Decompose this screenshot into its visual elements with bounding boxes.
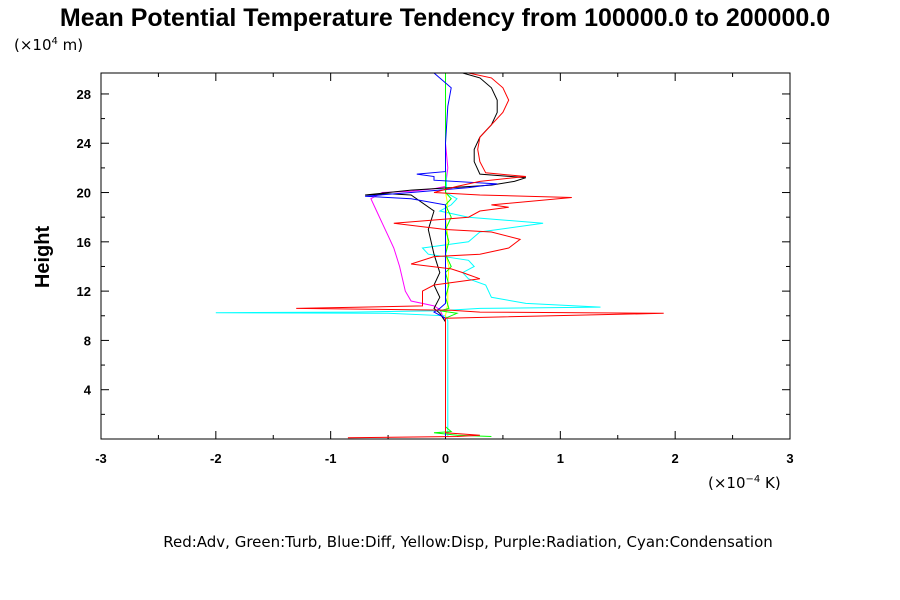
series-line-4 xyxy=(365,72,527,437)
series-line-1 xyxy=(215,73,601,437)
x-tick-label: -3 xyxy=(95,451,107,466)
x-tick-label: 2 xyxy=(672,451,679,466)
y-scale-exponent: 4 xyxy=(52,36,58,47)
y-tick-label: 24 xyxy=(77,136,92,151)
y-axis-label: Height xyxy=(32,226,54,289)
x-scale-label: (×10−4 K) xyxy=(708,474,781,492)
x-scale-exponent: −4 xyxy=(746,474,761,485)
y-tick-label: 12 xyxy=(77,284,91,299)
chart-title: Mean Potential Temperature Tendency from… xyxy=(60,4,830,32)
y-scale-suffix: m) xyxy=(58,36,83,54)
y-scale-prefix: (×10 xyxy=(14,36,52,54)
x-tick-label: -1 xyxy=(325,451,337,466)
x-tick-label: 3 xyxy=(786,451,793,466)
series-line-6 xyxy=(296,72,664,439)
x-scale-suffix: K) xyxy=(760,474,780,492)
y-tick-label: 28 xyxy=(77,87,91,102)
y-tick-label: 16 xyxy=(77,235,91,250)
plot-frame xyxy=(100,72,791,440)
x-scale-prefix: (×10 xyxy=(708,474,746,492)
y-tick-label: 8 xyxy=(84,333,91,348)
y-scale-label: (×104 m) xyxy=(14,36,83,54)
y-tick-label: 4 xyxy=(84,383,92,398)
x-tick-label: -2 xyxy=(210,451,222,466)
series-line-3 xyxy=(433,73,492,437)
x-tick-label: 1 xyxy=(557,451,564,466)
series-line-5 xyxy=(365,72,498,437)
legend-text: Red:Adv, Green:Turb, Blue:Diff, Yellow:D… xyxy=(163,533,773,551)
y-tick-label: 20 xyxy=(77,186,91,201)
series-line-0 xyxy=(370,73,449,437)
x-tick-label: 0 xyxy=(442,451,449,466)
